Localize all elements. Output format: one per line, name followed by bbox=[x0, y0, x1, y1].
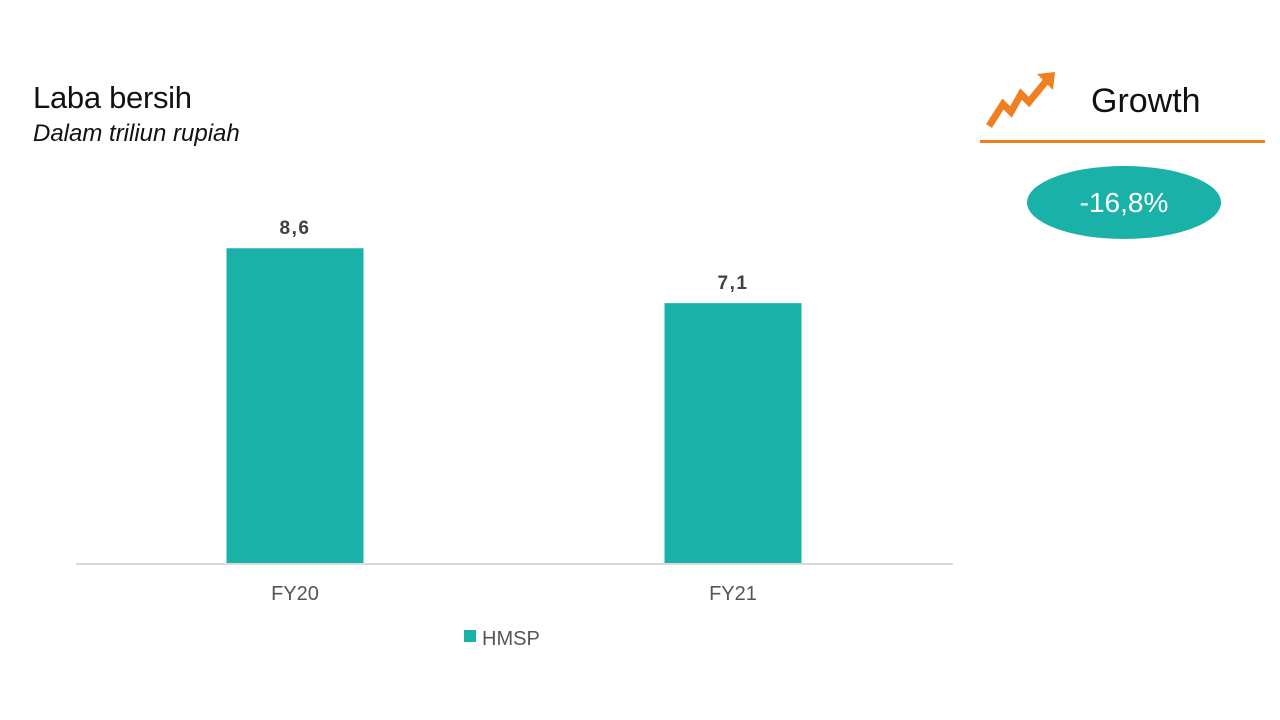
growth-divider bbox=[980, 140, 1265, 143]
legend-label-hmsp: HMSP bbox=[482, 628, 540, 650]
x-tick-label-fy21: FY21 bbox=[709, 583, 757, 605]
data-label-fy21: 7,1 bbox=[718, 273, 749, 294]
bar-fy20 bbox=[226, 248, 364, 564]
data-label-fy20: 8,6 bbox=[280, 218, 311, 239]
bar-chart: 8,6 FY20 7,1 FY21 HMSP bbox=[76, 218, 953, 650]
growth-label: Growth bbox=[1091, 82, 1201, 120]
x-tick-label-fy20: FY20 bbox=[271, 583, 319, 605]
trend-up-arrow-icon bbox=[986, 72, 1055, 128]
legend-swatch-hmsp bbox=[464, 630, 476, 642]
chart-subtitle: Dalam triliun rupiah bbox=[33, 120, 240, 147]
bar-fy21 bbox=[664, 303, 802, 563]
growth-value-badge: -16,8% bbox=[1027, 166, 1221, 239]
chart-title: Laba bersih bbox=[33, 80, 192, 115]
